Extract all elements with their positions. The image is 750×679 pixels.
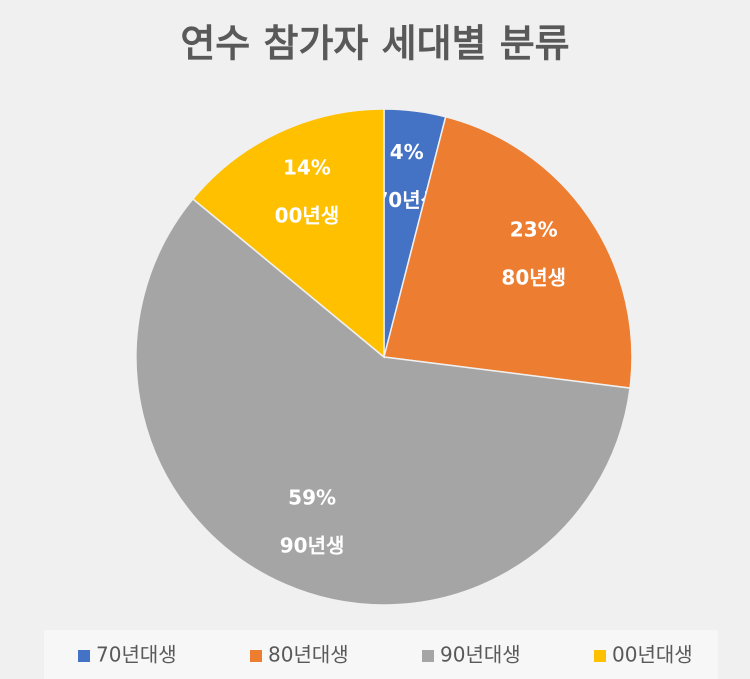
value-label: 14% bbox=[283, 156, 331, 180]
slice-label: 80년생 bbox=[501, 266, 566, 290]
legend-label: 80년대생 bbox=[268, 643, 349, 667]
chart-title: 연수 참가자 세대별 분류 bbox=[180, 22, 569, 66]
legend-swatch bbox=[422, 650, 434, 662]
legend-label: 70년대생 bbox=[96, 643, 177, 667]
value-label: 4% bbox=[390, 140, 424, 164]
legend-label: 00년대생 bbox=[612, 643, 693, 667]
pie-slice bbox=[191, 108, 385, 359]
value-label: 59% bbox=[288, 486, 336, 510]
pie-slice bbox=[383, 115, 633, 389]
slice-label: 00년생 bbox=[275, 204, 340, 228]
value-label: 23% bbox=[510, 218, 558, 242]
pie-slice bbox=[135, 197, 631, 606]
legend-swatch bbox=[78, 650, 90, 662]
legend-label: 90년대생 bbox=[440, 643, 521, 667]
legend-swatch bbox=[594, 650, 606, 662]
legend-swatch bbox=[250, 650, 262, 662]
slice-label: 90년생 bbox=[280, 534, 345, 558]
